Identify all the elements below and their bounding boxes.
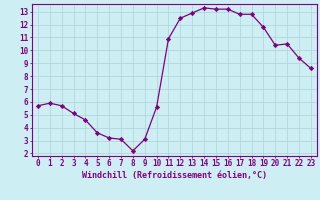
X-axis label: Windchill (Refroidissement éolien,°C): Windchill (Refroidissement éolien,°C) [82,171,267,180]
